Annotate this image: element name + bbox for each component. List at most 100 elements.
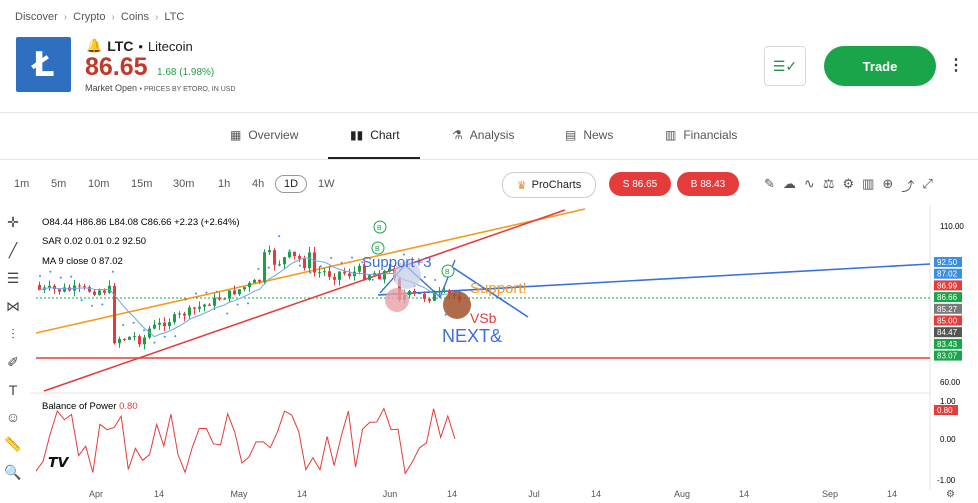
sar-dot bbox=[247, 302, 249, 305]
crosshair-icon[interactable]: ✛ bbox=[7, 214, 19, 230]
brush-icon[interactable]: ✐ bbox=[7, 354, 19, 370]
share-icon[interactable]: ⤴ bbox=[901, 179, 915, 194]
prochart-button[interactable]: ♛ ProCharts bbox=[502, 172, 596, 198]
emoji-icon[interactable]: ☺ bbox=[5, 409, 21, 425]
timeframe-30m[interactable]: 30m bbox=[173, 178, 195, 190]
ruler-icon[interactable]: 📏 bbox=[4, 436, 22, 452]
timeframe-15m[interactable]: 15m bbox=[131, 178, 153, 190]
sar-dot bbox=[340, 261, 343, 264]
timeframe-4h[interactable]: 4h bbox=[252, 178, 265, 190]
settings-icon[interactable]: ⚙ bbox=[842, 176, 855, 191]
candle-body bbox=[243, 287, 246, 290]
tab-label: Chart bbox=[370, 128, 400, 142]
sell-button[interactable]: S 86.65 bbox=[609, 172, 671, 196]
price-tag bbox=[934, 268, 962, 279]
symbol: LTC bbox=[107, 38, 134, 54]
buy-signal-markers: B B B bbox=[371, 220, 455, 278]
signal-marker-label: B bbox=[377, 225, 382, 232]
fib-icon[interactable]: ⫶ bbox=[11, 326, 15, 342]
candle-body bbox=[198, 306, 201, 309]
bop-axis-mid: 0.00 bbox=[940, 435, 956, 444]
sar-dot bbox=[226, 312, 229, 315]
watchlist-button[interactable]: ☰✓ bbox=[764, 46, 806, 86]
candle-body bbox=[378, 272, 381, 280]
trendline-icon[interactable]: ╱ bbox=[8, 242, 18, 258]
candle-body bbox=[178, 313, 181, 315]
bar-chart-icon[interactable]: ▥ bbox=[862, 176, 875, 191]
candles-icon: ▮▮ bbox=[350, 128, 364, 142]
line-chart-icon[interactable]: ∿ bbox=[803, 176, 815, 191]
tab-analysis[interactable]: ⚗ Analysis bbox=[452, 128, 514, 142]
market-status: Market Open • PRICES BY ETORO, IN USD bbox=[85, 83, 236, 93]
fullscreen-icon[interactable]: ⤢ bbox=[922, 176, 933, 191]
red-trendline bbox=[43, 209, 566, 392]
pattern-icon[interactable]: ⋈ bbox=[6, 298, 20, 314]
tab-financials[interactable]: ▥ Financials bbox=[665, 128, 737, 142]
separator-dot: • bbox=[138, 38, 143, 54]
sar-dot bbox=[278, 235, 281, 238]
sar-dot bbox=[59, 276, 62, 279]
candle-body bbox=[203, 304, 206, 307]
candle-body bbox=[103, 290, 106, 293]
sar-dot bbox=[361, 261, 364, 264]
timeframe-1w[interactable]: 1W bbox=[318, 178, 335, 190]
tab-news[interactable]: ▤ News bbox=[565, 128, 613, 142]
sar-dot bbox=[403, 253, 405, 256]
timeframe-10m[interactable]: 10m bbox=[88, 178, 110, 190]
candle-body bbox=[93, 291, 96, 295]
market-status-text: Market Open bbox=[85, 83, 138, 93]
sar-dot bbox=[215, 290, 218, 293]
breadcrumb-crypto[interactable]: Crypto bbox=[73, 11, 106, 23]
bell-icon[interactable]: 🔔 bbox=[86, 38, 103, 53]
price-chart[interactable]: B B B Support+3 Support! VSb NEXT& O84.4… bbox=[0, 205, 978, 503]
sar-dot bbox=[267, 266, 270, 269]
sar-dots bbox=[39, 235, 447, 344]
candle-body bbox=[173, 314, 176, 323]
annotation-support-2: Support! bbox=[470, 280, 527, 297]
candle-body bbox=[163, 322, 166, 327]
signal-marker bbox=[371, 241, 385, 255]
zoom-icon[interactable]: 🔍 bbox=[4, 464, 22, 480]
add-icon[interactable]: ⊕ bbox=[882, 176, 894, 191]
timeframe-1d[interactable]: 1D bbox=[275, 175, 308, 193]
more-options-icon[interactable]: ⋮ bbox=[948, 57, 964, 74]
candle-body bbox=[123, 339, 126, 341]
tab-overview[interactable]: ▦ Overview bbox=[230, 128, 298, 142]
candle-body bbox=[158, 322, 161, 325]
text-icon[interactable]: T bbox=[8, 382, 18, 398]
tab-chart[interactable]: ▮▮ Chart bbox=[350, 128, 400, 142]
candle-body bbox=[183, 313, 186, 316]
timeframe-1m[interactable]: 1m bbox=[14, 178, 30, 190]
horizontal-lines-icon[interactable]: ☰ bbox=[6, 270, 20, 286]
sar-dot bbox=[319, 265, 322, 268]
indicators-icon[interactable]: ⚖ bbox=[822, 176, 835, 191]
price-tag bbox=[934, 280, 962, 291]
draw-icon[interactable]: ✎ bbox=[764, 176, 775, 191]
sar-dot bbox=[132, 321, 135, 324]
buy-button[interactable]: B 88.43 bbox=[677, 172, 739, 196]
breadcrumb-discover[interactable]: Discover bbox=[15, 11, 58, 23]
sar-dot bbox=[101, 303, 104, 306]
time-axis-label: Apr bbox=[89, 489, 103, 499]
bop-tag bbox=[934, 405, 958, 415]
candle-body bbox=[223, 298, 226, 300]
divider bbox=[0, 159, 978, 160]
blue-diagonal-line bbox=[451, 266, 529, 318]
candle-body bbox=[278, 264, 281, 266]
news-icon: ▤ bbox=[565, 128, 577, 142]
cloud-icon[interactable]: ☁ bbox=[782, 176, 796, 191]
breadcrumb-coins[interactable]: Coins bbox=[120, 11, 150, 23]
price-source: PRICES BY ETORO, IN USD bbox=[143, 86, 236, 93]
timeframe-1h[interactable]: 1h bbox=[218, 178, 231, 190]
chevron-right-icon: › bbox=[155, 11, 159, 23]
candle-body bbox=[363, 265, 366, 280]
bop-legend: Balance of Power 0.80 bbox=[42, 401, 138, 412]
time-axis-label: 14 bbox=[591, 489, 601, 499]
trade-button[interactable]: Trade bbox=[824, 46, 936, 86]
candle-body bbox=[148, 328, 151, 338]
breadcrumb-ltc: LTC bbox=[164, 11, 185, 23]
sar-dot bbox=[423, 276, 426, 279]
sar-dot bbox=[195, 292, 197, 295]
timeframe-5m[interactable]: 5m bbox=[51, 178, 67, 190]
sticker-bull bbox=[443, 291, 471, 319]
